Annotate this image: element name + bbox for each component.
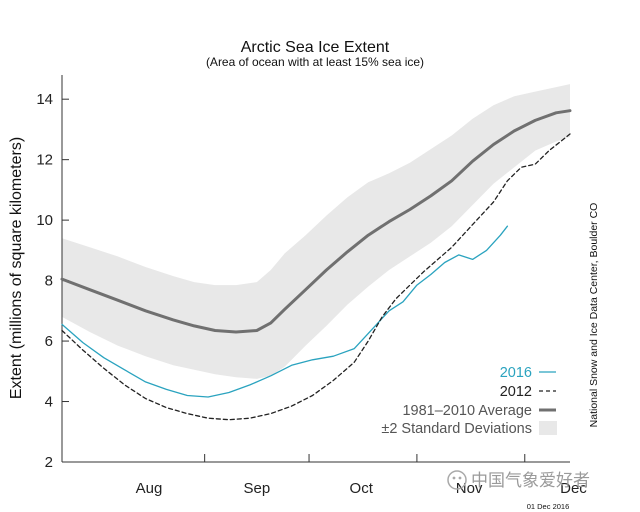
y-axis-label: Extent (millions of square kilometers) bbox=[8, 137, 25, 399]
credit-text: National Snow and Ice Data Center, Bould… bbox=[588, 203, 600, 428]
legend-swatch-band bbox=[539, 421, 557, 435]
series-line-2012 bbox=[61, 133, 571, 421]
x-tick-label: Sep bbox=[243, 480, 270, 497]
legend-label-dash-2012: 2012 bbox=[500, 384, 532, 400]
y-tick-label: 2 bbox=[45, 454, 53, 471]
chart-subtitle: (Area of ocean with at least 15% sea ice… bbox=[206, 55, 424, 69]
x-tick-label: Aug bbox=[136, 480, 163, 497]
x-tick-label: Nov bbox=[456, 480, 483, 497]
watermark-text: 中国气象爱好者 bbox=[471, 471, 590, 490]
y-tick-label: 12 bbox=[36, 152, 53, 169]
chart-title: Arctic Sea Ice Extent bbox=[241, 39, 390, 56]
wechat-logo-eye-icon bbox=[452, 476, 456, 480]
std-dev-band bbox=[62, 84, 570, 379]
std-dev-band-layer bbox=[62, 84, 570, 379]
wechat-logo-icon bbox=[447, 470, 467, 490]
y-tick-label: 4 bbox=[45, 394, 53, 411]
watermark: 中国气象爱好者 bbox=[447, 470, 590, 490]
legend-label-line-average: 1981–2010 Average bbox=[402, 403, 532, 419]
tick-labels: 2 4 6 8 10 12 14 Aug Sep Oct Nov Dec bbox=[36, 91, 587, 497]
y-tick-label: 14 bbox=[36, 91, 53, 108]
wechat-logo-eye-icon bbox=[458, 476, 462, 480]
legend: 2016 2012 1981–2010 Average ±2 Standard Dev… bbox=[381, 365, 557, 437]
series-layer bbox=[60, 109, 572, 421]
legend-label-band: ±2 Standard Deviations bbox=[381, 421, 532, 437]
x-tick-label: Oct bbox=[350, 480, 374, 497]
series-line-2016 bbox=[61, 225, 509, 398]
series-line-average bbox=[60, 109, 572, 334]
y-tick-label: 8 bbox=[45, 273, 53, 290]
legend-label-line-2016: 2016 bbox=[500, 365, 532, 381]
x-tick-label: Dec bbox=[560, 480, 587, 497]
y-tick-label: 10 bbox=[36, 212, 53, 229]
y-tick-label: 6 bbox=[45, 333, 53, 350]
date-stamp: 01 Dec 2016 bbox=[527, 502, 570, 511]
